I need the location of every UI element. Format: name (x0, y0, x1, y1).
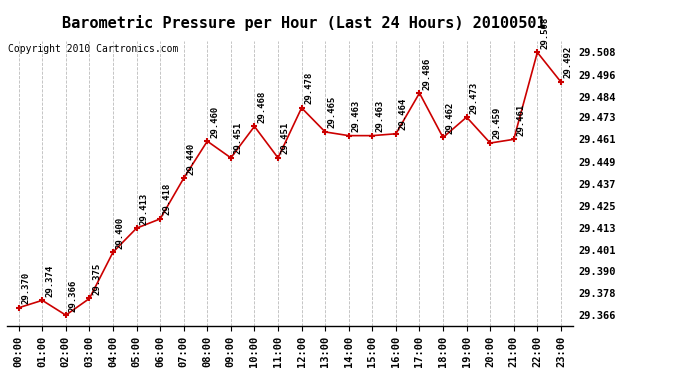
Text: 29.374: 29.374 (45, 264, 54, 297)
Text: 29.460: 29.460 (210, 105, 219, 138)
Text: 29.464: 29.464 (399, 98, 408, 130)
Text: 29.451: 29.451 (281, 122, 290, 154)
Text: 29.461: 29.461 (517, 104, 526, 136)
Text: 29.473: 29.473 (469, 81, 478, 114)
Text: 29.413: 29.413 (139, 192, 148, 225)
Text: 29.418: 29.418 (163, 183, 172, 215)
Text: 29.508: 29.508 (540, 16, 549, 49)
Text: Copyright 2010 Cartronics.com: Copyright 2010 Cartronics.com (8, 44, 179, 54)
Text: 29.375: 29.375 (92, 262, 101, 295)
Text: 29.451: 29.451 (234, 122, 243, 154)
Text: 29.440: 29.440 (186, 142, 195, 175)
Text: 29.486: 29.486 (422, 57, 431, 90)
Text: 29.465: 29.465 (328, 96, 337, 128)
Text: Barometric Pressure per Hour (Last 24 Hours) 20100501: Barometric Pressure per Hour (Last 24 Ho… (62, 15, 545, 31)
Text: 29.463: 29.463 (351, 100, 360, 132)
Text: 29.400: 29.400 (116, 216, 125, 249)
Text: 29.468: 29.468 (257, 91, 266, 123)
Text: 29.478: 29.478 (304, 72, 313, 104)
Text: 29.366: 29.366 (68, 279, 77, 312)
Text: 29.492: 29.492 (564, 46, 573, 78)
Text: 29.370: 29.370 (21, 272, 30, 304)
Text: 29.463: 29.463 (375, 100, 384, 132)
Text: 29.459: 29.459 (493, 107, 502, 140)
Text: 29.462: 29.462 (446, 102, 455, 134)
